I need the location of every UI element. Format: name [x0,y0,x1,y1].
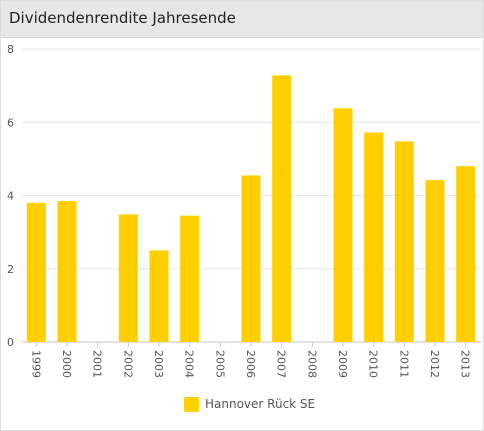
bar-2002[interactable] [118,214,138,343]
chart-header: Dividendenrendite Jahresende [1,1,483,38]
bar-2007[interactable] [272,75,292,343]
x-tick-label: 2003 [152,350,165,378]
x-tick-label: 1999 [29,350,42,378]
bar-2004[interactable] [180,215,200,342]
x-tick-label: 2001 [91,350,104,378]
legend-label: Hannover Rück SE [205,397,316,411]
x-tick-label: 2013 [459,350,472,378]
bar-2010[interactable] [364,132,384,343]
bar-2012[interactable] [425,180,445,342]
chart-title: Dividendenrendite Jahresende [9,9,236,27]
bar-2006[interactable] [241,175,261,342]
y-tick-label: 8 [7,43,14,56]
bar-2011[interactable] [394,141,414,342]
y-tick-label: 6 [7,116,14,129]
x-tick-label: 2006 [244,350,257,378]
x-tick-label: 2000 [60,350,73,378]
y-tick-label: 0 [7,336,14,349]
legend[interactable]: Hannover Rück SE [184,396,315,412]
x-tick-label: 2011 [397,350,410,378]
bar-2003[interactable] [149,250,169,342]
bar-1999[interactable] [26,202,46,342]
bar-2009[interactable] [333,108,353,342]
x-tick-label: 2007 [275,350,288,378]
bar-2013[interactable] [456,166,476,342]
x-tick-label: 2002 [121,350,134,378]
bar-2000[interactable] [57,201,77,342]
legend-swatch-hannover [184,396,199,412]
y-tick-label: 2 [7,263,14,276]
y-tick-label: 4 [7,190,14,203]
x-tick-label: 2008 [305,350,318,378]
x-tick-label: 2010 [367,350,380,378]
x-tick-label: 2005 [213,350,226,378]
x-tick-label: 2009 [336,350,349,378]
x-tick-label: 2012 [428,350,441,378]
bar-chart: 0 2 4 6 8 1999 2000 2001 2002 2003 2004 2005 2006 200… [7,43,481,378]
x-tick-label: 2004 [183,350,196,378]
